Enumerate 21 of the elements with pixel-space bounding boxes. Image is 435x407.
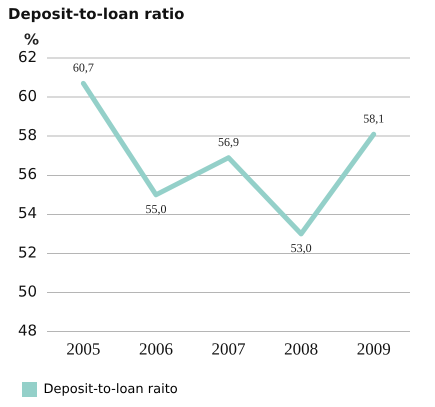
- data-label: 60,7: [72, 60, 94, 75]
- y-tick-label: 48: [18, 321, 38, 340]
- y-axis-title: %: [24, 30, 40, 48]
- legend-label: Deposit-to-loan raito: [44, 382, 178, 397]
- data-label: 56,9: [218, 134, 240, 149]
- x-tick-label: 2007: [212, 339, 246, 358]
- y-tick-label: 60: [18, 86, 38, 105]
- y-tick-label: 54: [18, 204, 38, 222]
- y-tick-label: 58: [18, 126, 38, 144]
- y-tick-label: 52: [18, 243, 38, 262]
- data-label: 55,0: [145, 202, 166, 216]
- data-label: 53,0: [290, 241, 312, 256]
- chart-title: Deposit-to-loan ratio: [8, 4, 184, 23]
- x-tick-label: 2008: [284, 339, 318, 358]
- y-tick-label: 56: [18, 165, 38, 184]
- x-tick-label: 2005: [66, 339, 100, 358]
- x-tick-label: 2006: [138, 339, 173, 358]
- y-tick-label: 62: [18, 48, 38, 66]
- data-label: 58,1: [363, 111, 384, 126]
- y-tick-label: 50: [18, 282, 38, 300]
- x-tick-label: 2009: [356, 339, 391, 358]
